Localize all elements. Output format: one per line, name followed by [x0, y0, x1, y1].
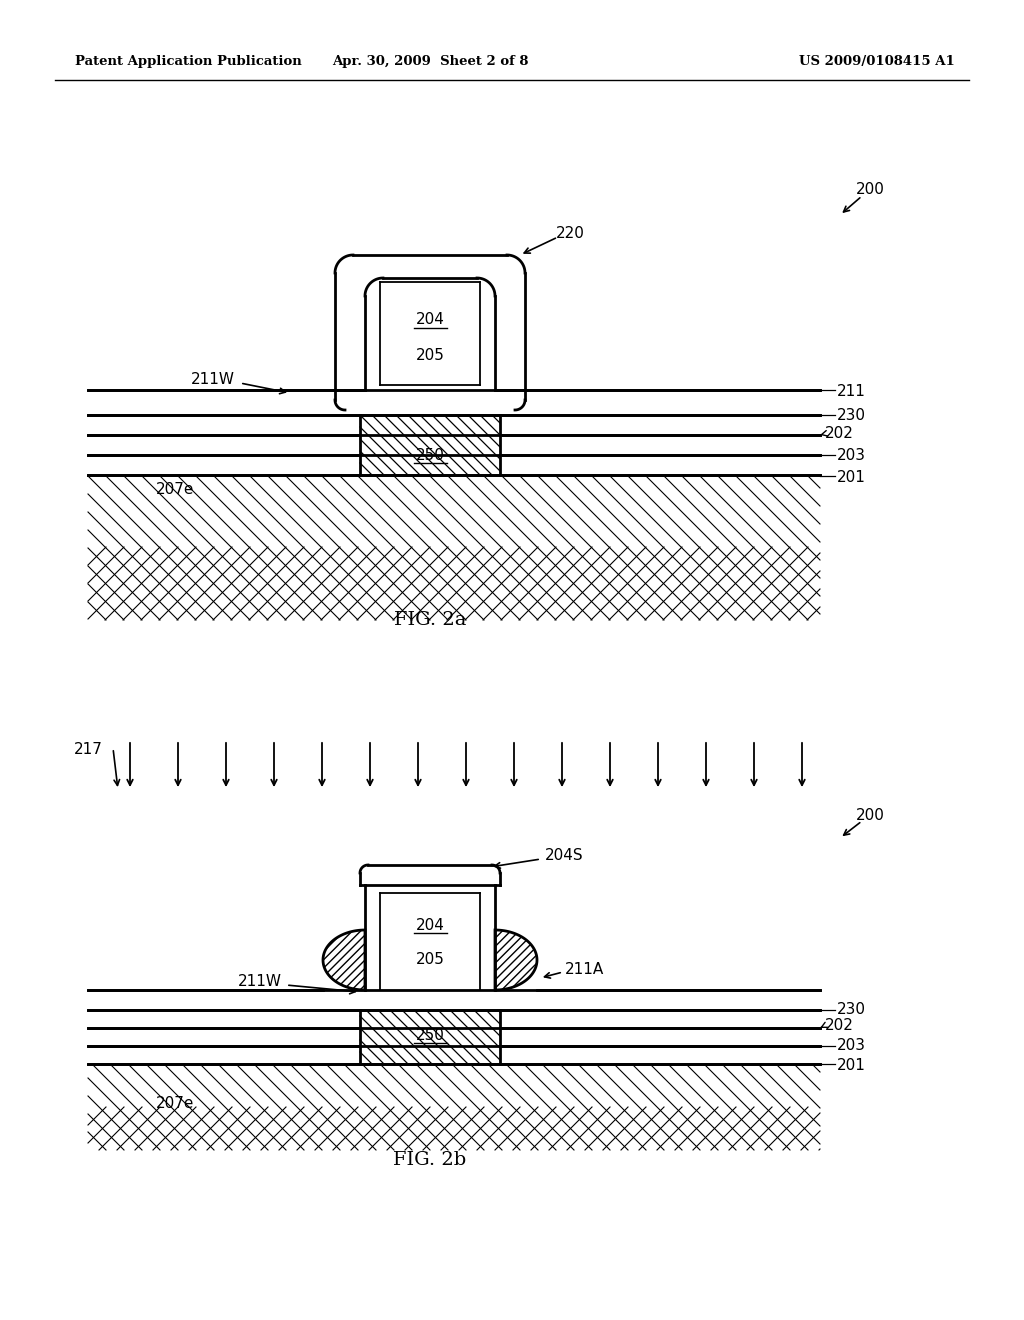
- Text: 211W: 211W: [191, 372, 234, 388]
- Text: 204: 204: [416, 917, 444, 932]
- Text: 230: 230: [837, 1002, 866, 1018]
- Bar: [365, 884, 495, 990]
- Bar: [380, 279, 480, 385]
- Polygon shape: [495, 931, 537, 990]
- Text: FIG. 2a: FIG. 2a: [394, 611, 466, 630]
- Text: 217: 217: [74, 742, 103, 758]
- Text: 201: 201: [837, 1059, 866, 1073]
- Text: 204S: 204S: [545, 849, 584, 863]
- Text: 220: 220: [556, 226, 585, 240]
- Text: 207e: 207e: [156, 483, 195, 498]
- Text: 203: 203: [837, 447, 866, 462]
- Text: 230: 230: [837, 408, 866, 422]
- Text: Patent Application Publication: Patent Application Publication: [75, 55, 302, 69]
- Text: 201: 201: [837, 470, 866, 486]
- Text: 200: 200: [856, 182, 885, 198]
- Text: FIG. 2b: FIG. 2b: [393, 1151, 467, 1170]
- Bar: [360, 414, 500, 475]
- Bar: [380, 894, 480, 990]
- Text: 203: 203: [837, 1039, 866, 1053]
- Text: 250: 250: [416, 447, 444, 462]
- Text: US 2009/0108415 A1: US 2009/0108415 A1: [800, 55, 955, 69]
- Text: 205: 205: [416, 953, 444, 968]
- Bar: [360, 865, 500, 884]
- Text: 204: 204: [416, 313, 444, 327]
- Text: 200: 200: [856, 808, 885, 822]
- Text: 211: 211: [837, 384, 866, 400]
- Text: 211W: 211W: [238, 974, 282, 990]
- Text: 205: 205: [416, 347, 444, 363]
- Text: Apr. 30, 2009  Sheet 2 of 8: Apr. 30, 2009 Sheet 2 of 8: [332, 55, 528, 69]
- Text: 202: 202: [825, 425, 854, 441]
- Text: 250: 250: [416, 1027, 444, 1043]
- Bar: [335, 255, 525, 389]
- Polygon shape: [323, 931, 365, 990]
- Text: 211A: 211A: [565, 962, 604, 978]
- Text: 207e: 207e: [156, 1097, 195, 1111]
- Text: 202: 202: [825, 1018, 854, 1032]
- Bar: [360, 1010, 500, 1064]
